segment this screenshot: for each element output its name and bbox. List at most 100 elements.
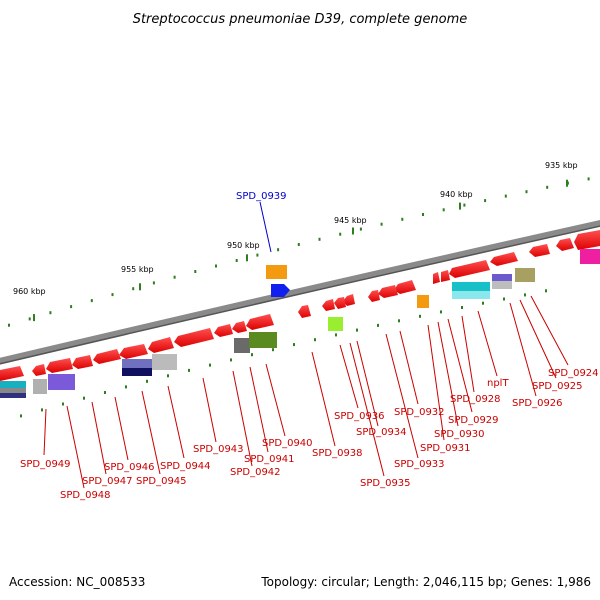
inner-scale-dot — [524, 293, 526, 297]
feature-slate[interactable] — [122, 359, 152, 368]
feature-darkgrey[interactable] — [234, 338, 250, 353]
feature-pink[interactable] — [580, 249, 600, 264]
gene-label-spd0932[interactable]: SPD_0932 — [394, 407, 445, 418]
gene-spd0947-arrow[interactable] — [72, 355, 93, 369]
scale-dot — [152, 281, 155, 285]
gene-spd0942-arrow[interactable] — [214, 324, 233, 337]
scale-dot — [422, 213, 424, 216]
gene-label-spd0930[interactable]: SPD_0930 — [434, 429, 485, 440]
gene-spd0924-arrow[interactable] — [574, 230, 600, 250]
gene-label-spd0931[interactable]: SPD_0931 — [420, 443, 471, 454]
feature-grey-edge[interactable] — [0, 388, 26, 393]
gene-spd0933-arrow[interactable] — [368, 290, 380, 302]
scale-dot — [194, 270, 197, 273]
gene-label-npl[interactable]: nplT — [487, 378, 509, 389]
leader-spd0947 — [91, 401, 107, 475]
gene-label-spd0946[interactable]: SPD_0946 — [104, 462, 155, 473]
gene-spd0949-arrow[interactable] — [32, 364, 46, 376]
feature-grey-a[interactable] — [492, 281, 512, 289]
gene-left-edge-arrow[interactable] — [0, 366, 24, 381]
gene-spd0944-arrow[interactable] — [148, 337, 174, 353]
gene-label-spd0943[interactable]: SPD_0943 — [193, 444, 244, 455]
gene-label-spd0940[interactable]: SPD_0940 — [262, 438, 313, 449]
inner-scale-dot — [272, 348, 274, 352]
gene-spd0938-arrow[interactable] — [298, 305, 311, 318]
scale-dot — [546, 185, 549, 189]
gene-spd0925-arrow[interactable] — [556, 238, 574, 251]
scale-dot — [256, 253, 259, 257]
gene-spd0932-arrow[interactable] — [378, 285, 398, 298]
feature-violet-a[interactable] — [492, 274, 512, 281]
gene-spd0926-arrow[interactable] — [529, 244, 550, 257]
inner-scale-dot — [83, 396, 85, 400]
gene-spd0936-arrow[interactable] — [322, 299, 335, 311]
gene-label-spd0947[interactable]: SPD_0947 — [82, 476, 133, 487]
gene-label-spd0944[interactable]: SPD_0944 — [160, 461, 211, 472]
gene-spd0935-arrow[interactable] — [334, 297, 346, 309]
gene-label-spd0924[interactable]: SPD_0924 — [548, 368, 599, 379]
gene-spd0934-arrow[interactable] — [343, 294, 355, 306]
inner-scale-dot — [251, 353, 253, 357]
inner-scale-dot — [398, 319, 400, 323]
gene-label-spd0926[interactable]: SPD_0926 — [512, 398, 563, 409]
gene-spd0946-arrow[interactable] — [93, 349, 121, 364]
feature-olive[interactable] — [515, 268, 535, 282]
gene-spd0948-arrow[interactable] — [46, 358, 73, 373]
feature-cyan-edge[interactable] — [0, 381, 26, 388]
feature-grey-b[interactable] — [152, 354, 177, 370]
gene-label-spd0935[interactable]: SPD_0935 — [360, 478, 411, 489]
feature-teal-shade[interactable] — [452, 291, 490, 299]
feature-violet-b[interactable] — [48, 374, 75, 390]
major-tick-1 — [459, 202, 461, 210]
scale-dot — [235, 259, 238, 262]
footer-accession: Accession: NC_008533 — [9, 575, 145, 589]
gene-spd0928-arrow[interactable] — [449, 260, 490, 278]
feature-navy-edge[interactable] — [0, 393, 26, 398]
gene-spd0930-arrow[interactable] — [433, 272, 440, 284]
gene-label-spd0942[interactable]: SPD_0942 — [230, 467, 281, 478]
gene-spd0939-arrow[interactable] — [271, 284, 290, 297]
inner-scale-dot — [503, 297, 505, 301]
leader-spd0924 — [530, 295, 569, 366]
gene-npl-arrow[interactable] — [490, 252, 518, 266]
leader-spd0948 — [66, 405, 85, 489]
feature-lime[interactable] — [328, 317, 343, 331]
gene-label-spd0938[interactable]: SPD_0938 — [312, 448, 363, 459]
gene-label-spd0945[interactable]: SPD_0945 — [136, 476, 187, 487]
feature-green[interactable] — [249, 332, 277, 348]
leader-spd0946 — [114, 396, 129, 461]
genome-backbone — [0, 220, 600, 364]
gene-spd0941-arrow[interactable] — [232, 321, 247, 333]
feature-navy[interactable] — [122, 368, 152, 376]
gene-label-spd0936[interactable]: SPD_0936 — [334, 411, 385, 422]
gene-label-spd0928[interactable]: SPD_0928 — [450, 394, 501, 405]
feature-orange-b[interactable] — [417, 295, 429, 308]
gene-label-spd0939[interactable]: SPD_0939 — [236, 191, 287, 202]
gene-orange-feature[interactable] — [266, 265, 287, 279]
gene-label-spd0934[interactable]: SPD_0934 — [356, 427, 407, 438]
leader-spd0931 — [427, 324, 445, 441]
gene-spd0931-arrow[interactable] — [394, 280, 416, 294]
gene-spd0943-arrow[interactable] — [174, 328, 214, 347]
gene-label-spd0948[interactable]: SPD_0948 — [60, 490, 111, 501]
leader-spd0941 — [249, 366, 269, 453]
gene-spd0929-arrow[interactable] — [441, 270, 450, 282]
gene-label-spd0929[interactable]: SPD_0929 — [448, 415, 499, 426]
inner-scale-dot — [167, 374, 169, 378]
feature-grey-c[interactable] — [33, 379, 47, 394]
gene-label-spd0925[interactable]: SPD_0925 — [532, 381, 583, 392]
scale-dots — [8, 177, 590, 418]
gene-label-spd0941[interactable]: SPD_0941 — [244, 454, 295, 465]
scale-dot — [132, 287, 135, 291]
inner-scale-dot — [20, 414, 22, 418]
gene-label-spd0949[interactable]: SPD_0949 — [20, 459, 71, 470]
inner-scale-dot — [440, 310, 442, 314]
feature-teal[interactable] — [452, 282, 490, 291]
gene-spd0945-arrow[interactable] — [119, 344, 148, 359]
map-title: Streptococcus pneumoniae D39, complete g… — [133, 12, 468, 27]
gene-spd0940-arrow[interactable] — [246, 314, 274, 330]
gene-label-spd0933[interactable]: SPD_0933 — [394, 459, 445, 470]
major-tick-5 — [33, 314, 35, 322]
scale-major-ticks — [33, 179, 568, 322]
leader-spd0932 — [399, 330, 419, 405]
